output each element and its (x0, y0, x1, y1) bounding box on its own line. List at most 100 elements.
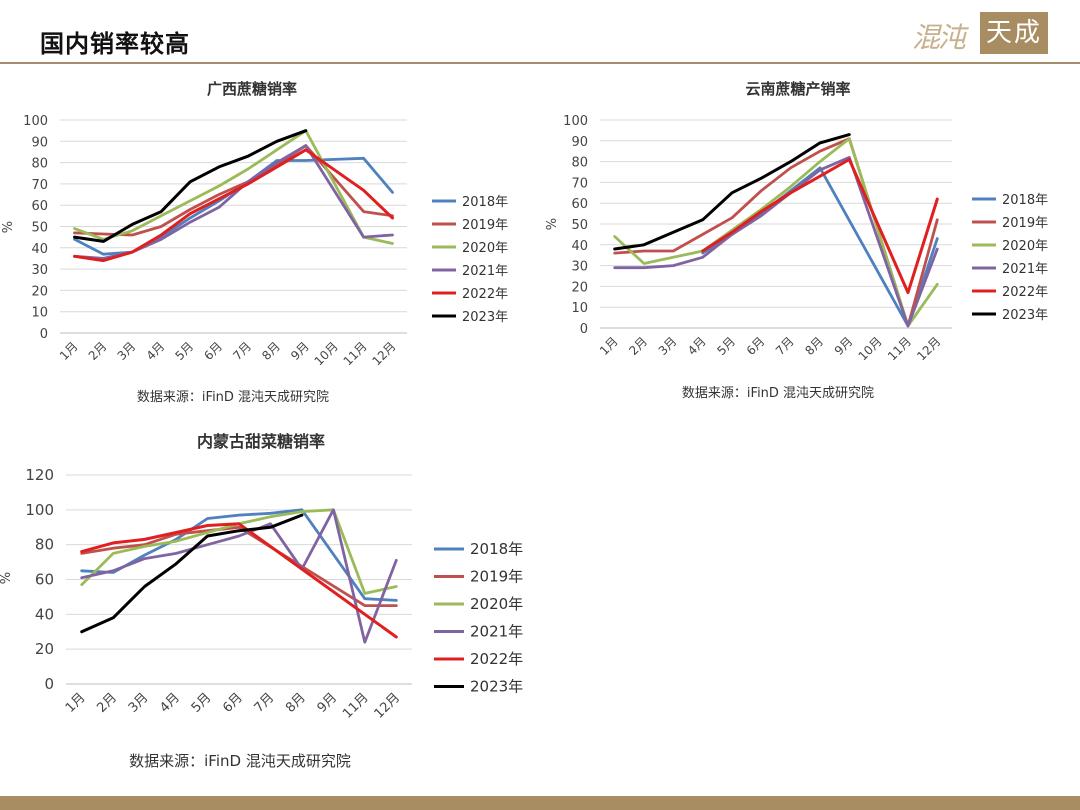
x-tick-label: 12月 (369, 339, 398, 368)
legend-label: 2021年 (462, 264, 508, 279)
x-tick-label: 9月 (832, 334, 856, 358)
x-tick-label: 10月 (856, 334, 885, 363)
y-tick-label: 80 (31, 157, 48, 172)
page-title: 国内销率较高 (40, 30, 190, 58)
y-tick-label: 60 (31, 199, 48, 214)
series-line (73, 129, 308, 243)
x-tick-label: 5月 (714, 334, 738, 358)
y-tick-label: 90 (31, 135, 48, 150)
y-tick-label: 100 (23, 114, 48, 129)
x-tick-label: 3月 (126, 690, 152, 716)
x-tick-label: 7月 (773, 334, 797, 358)
legend-label: 2023年 (470, 678, 523, 696)
x-tick-label: 10月 (312, 339, 341, 368)
logo-script-text: 混沌 (912, 21, 966, 54)
y-tick-label: 30 (31, 263, 48, 278)
series-line (613, 137, 939, 328)
chart-guangxi: 广西蔗糖销率% 0 10 20 30 40 50 60 70 80 90 100 1月 2月 3月 4月 5月 6… (1, 80, 508, 405)
y-tick-label: 20 (31, 284, 48, 299)
y-tick-label: 70 (31, 178, 48, 193)
series-line (613, 137, 939, 328)
x-tick-label: 8月 (283, 690, 309, 716)
x-tick-label: 9月 (288, 339, 312, 363)
y-tick-label: 100 (563, 114, 588, 129)
x-tick-label: 8月 (259, 339, 283, 363)
source-note: 数据来源：iFinD 混沌天成研究院 (137, 390, 329, 405)
x-tick-label: 4月 (685, 334, 709, 358)
x-tick-label: 11月 (340, 690, 371, 721)
x-tick-label: 9月 (315, 690, 341, 716)
x-tick-label: 2月 (86, 339, 110, 363)
legend-label: 2019年 (1002, 216, 1048, 231)
y-tick-label: 70 (571, 176, 588, 191)
x-tick-label: 2月 (94, 690, 120, 716)
x-tick-label: 4月 (144, 339, 168, 363)
legend-label: 2022年 (1002, 285, 1048, 300)
series-line (613, 133, 851, 251)
legend-label: 2018年 (1002, 193, 1048, 208)
y-tick-label: 60 (35, 571, 54, 589)
y-tick-label: 50 (31, 221, 48, 236)
series-line (80, 525, 398, 607)
source-note: 数据来源：iFinD 混沌天成研究院 (129, 752, 351, 770)
x-tick-label: 1月 (63, 690, 89, 716)
brand-logo: 混沌 天成 (912, 12, 1052, 56)
logo-box-text: 天成 (980, 12, 1048, 54)
y-tick-label: 0 (40, 327, 48, 342)
x-tick-label: 12月 (914, 334, 943, 363)
series-line (80, 513, 304, 634)
x-tick-label: 1月 (57, 339, 81, 363)
y-axis-label: % (545, 218, 560, 230)
series-line (73, 129, 394, 245)
y-tick-label: 80 (35, 536, 54, 554)
legend-label: 2021年 (470, 623, 523, 641)
chart-title: 内蒙古甜菜糖销率 (197, 432, 325, 451)
x-tick-label: 3月 (115, 339, 139, 363)
legend-label: 2018年 (462, 195, 508, 210)
y-tick-label: 40 (31, 242, 48, 257)
legend-label: 2022年 (470, 650, 523, 668)
y-tick-label: 50 (571, 218, 588, 233)
series-line (613, 156, 939, 328)
chart-title: 广西蔗糖销率 (207, 80, 297, 98)
x-tick-label: 4月 (157, 690, 183, 716)
legend-label: 2023年 (1002, 308, 1048, 323)
y-tick-label: 40 (571, 239, 588, 254)
x-tick-label: 6月 (744, 334, 768, 358)
y-tick-label: 20 (35, 640, 54, 658)
y-tick-label: 80 (571, 156, 588, 171)
legend-label: 2021年 (1002, 262, 1048, 277)
x-tick-label: 2月 (626, 334, 650, 358)
x-tick-label: 5月 (172, 339, 196, 363)
x-tick-label: 6月 (220, 690, 246, 716)
y-tick-label: 20 (571, 280, 588, 295)
y-tick-label: 120 (25, 466, 54, 484)
y-tick-label: 30 (571, 260, 588, 275)
chart-yunnan: 云南蔗糖产销率% 0 10 20 30 40 50 60 70 80 90 100 1月 2月 3月 4月 5月… (545, 80, 1048, 401)
legend-label: 2018年 (470, 540, 523, 558)
y-tick-label: 10 (31, 306, 48, 321)
legend-label: 2019年 (462, 218, 508, 233)
legend-label: 2019年 (470, 568, 523, 586)
series-line (73, 148, 394, 263)
x-tick-label: 7月 (252, 690, 278, 716)
x-tick-label: 5月 (189, 690, 215, 716)
y-tick-label: 60 (571, 197, 588, 212)
x-tick-label: 8月 (802, 334, 826, 358)
source-note: 数据来源：iFinD 混沌天成研究院 (682, 386, 874, 401)
series-line (80, 508, 398, 644)
y-tick-label: 40 (35, 605, 54, 623)
y-tick-label: 0 (44, 675, 54, 693)
chart-inner-mongolia: 内蒙古甜菜糖销率% 0 20 40 60 80 100 120 1月 2月 3月 4月 5月 6月 7月 8月… (0, 432, 523, 770)
chart-title: 云南蔗糖产销率 (745, 80, 850, 98)
y-tick-label: 90 (571, 135, 588, 150)
legend-label: 2020年 (462, 241, 508, 256)
x-tick-label: 6月 (201, 339, 225, 363)
y-tick-label: 100 (25, 501, 54, 519)
legend-label: 2023年 (462, 310, 508, 325)
legend-label: 2020年 (1002, 239, 1048, 254)
x-tick-label: 11月 (885, 334, 914, 363)
y-axis-label: % (1, 221, 16, 233)
x-tick-label: 12月 (372, 690, 403, 721)
x-tick-label: 7月 (230, 339, 254, 363)
